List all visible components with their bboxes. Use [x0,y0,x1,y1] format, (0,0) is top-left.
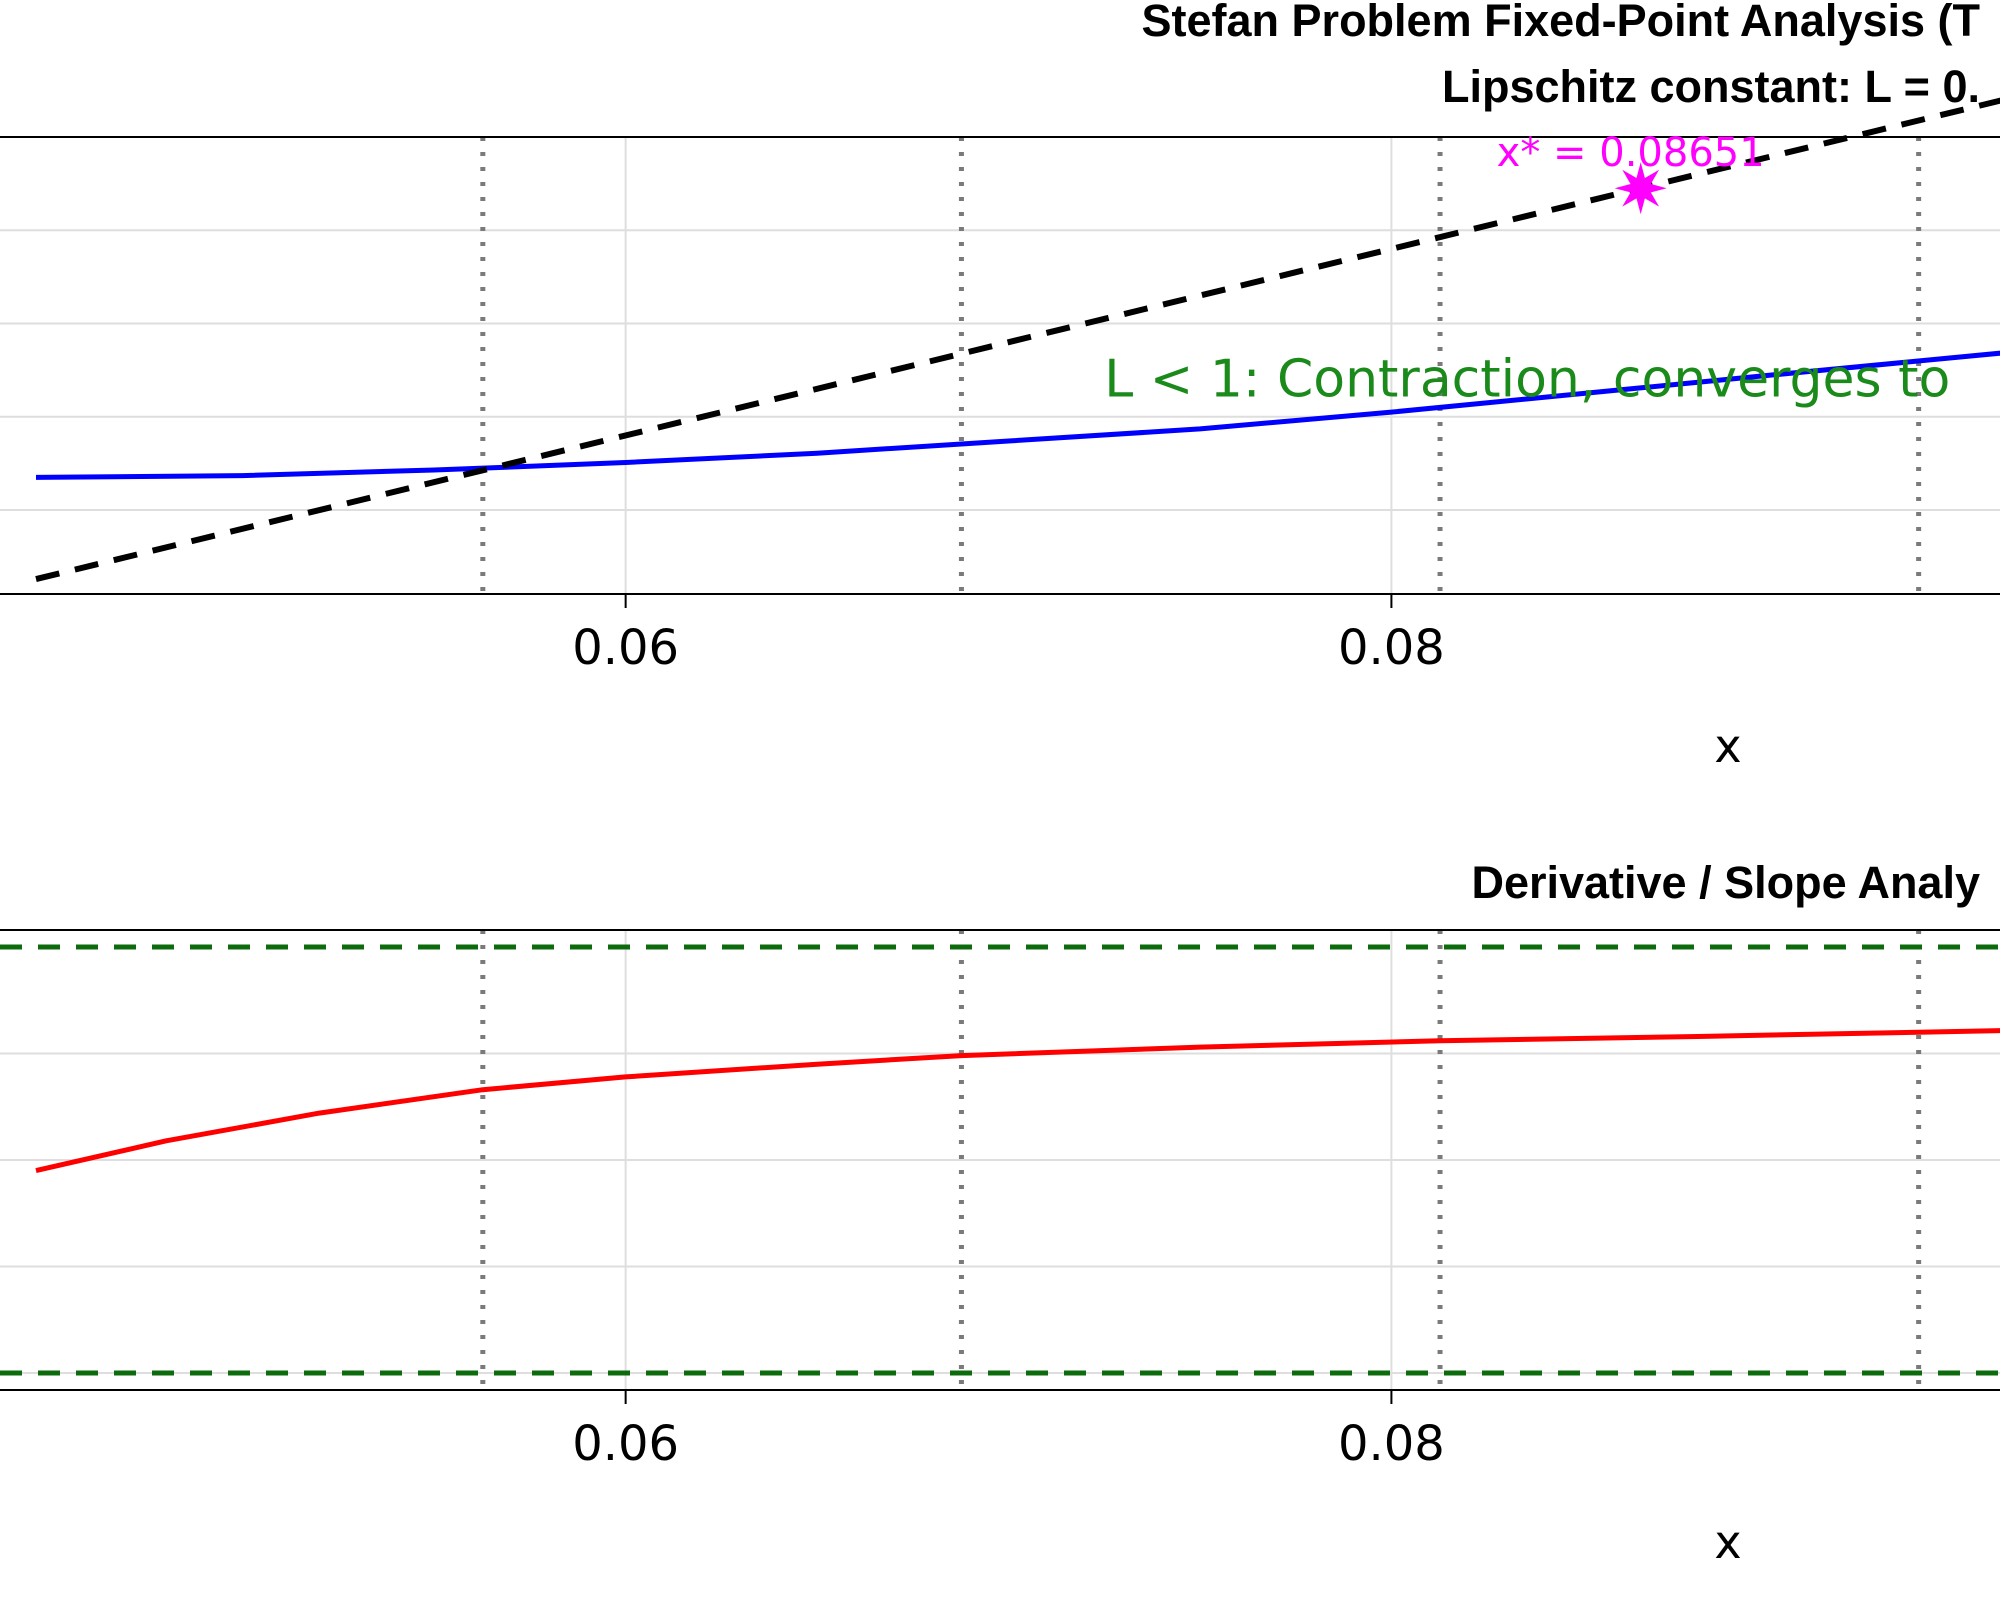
grid-lines [0,930,2000,1390]
grid-lines [0,137,2000,594]
chart-title: Derivative / Slope Analy [1471,857,1980,908]
x-ticks: 0.06 0.08 [572,594,1445,676]
x-axis-label: x [1714,719,1741,773]
dotted-vertical-lines [480,137,1922,594]
fixed-point-marker [1614,162,1667,215]
x-tick-label: 0.08 [1338,1416,1445,1472]
panel-fixed-point: Stefan Problem Fixed-Point Analysis (T L… [0,0,2000,773]
dashed-bound-lines [0,944,2000,1376]
chart-title: Stefan Problem Fixed-Point Analysis (T [1142,0,1980,46]
plot-frame [0,929,2000,1391]
chart-subtitle: Lipschitz constant: L = 0. [1442,61,1980,112]
series-line-0 [35,1028,2000,1174]
x-tick-label: 0.08 [1338,620,1445,676]
x-axis-label: x [1714,1515,1741,1569]
panel-derivative: Derivative / Slope Analy 0.06 0.08 x [0,857,2000,1569]
x-tick-label: 0.06 [572,620,679,676]
series-line-0 [35,350,2000,480]
contraction-annotation: L < 1: Contraction, converges to [1104,349,1950,409]
x-ticks: 0.06 0.08 [572,1390,1445,1472]
fixed-point-star [1614,162,1667,215]
series-group [35,1028,2000,1174]
dotted-vertical-lines [480,930,1922,1390]
x-tick-label: 0.06 [572,1416,679,1472]
series-line-1 [35,97,2000,583]
plot-frame [0,136,2000,595]
series-group [35,97,2000,583]
fixed-point-label: x* = 0.08651 [1497,130,1765,176]
